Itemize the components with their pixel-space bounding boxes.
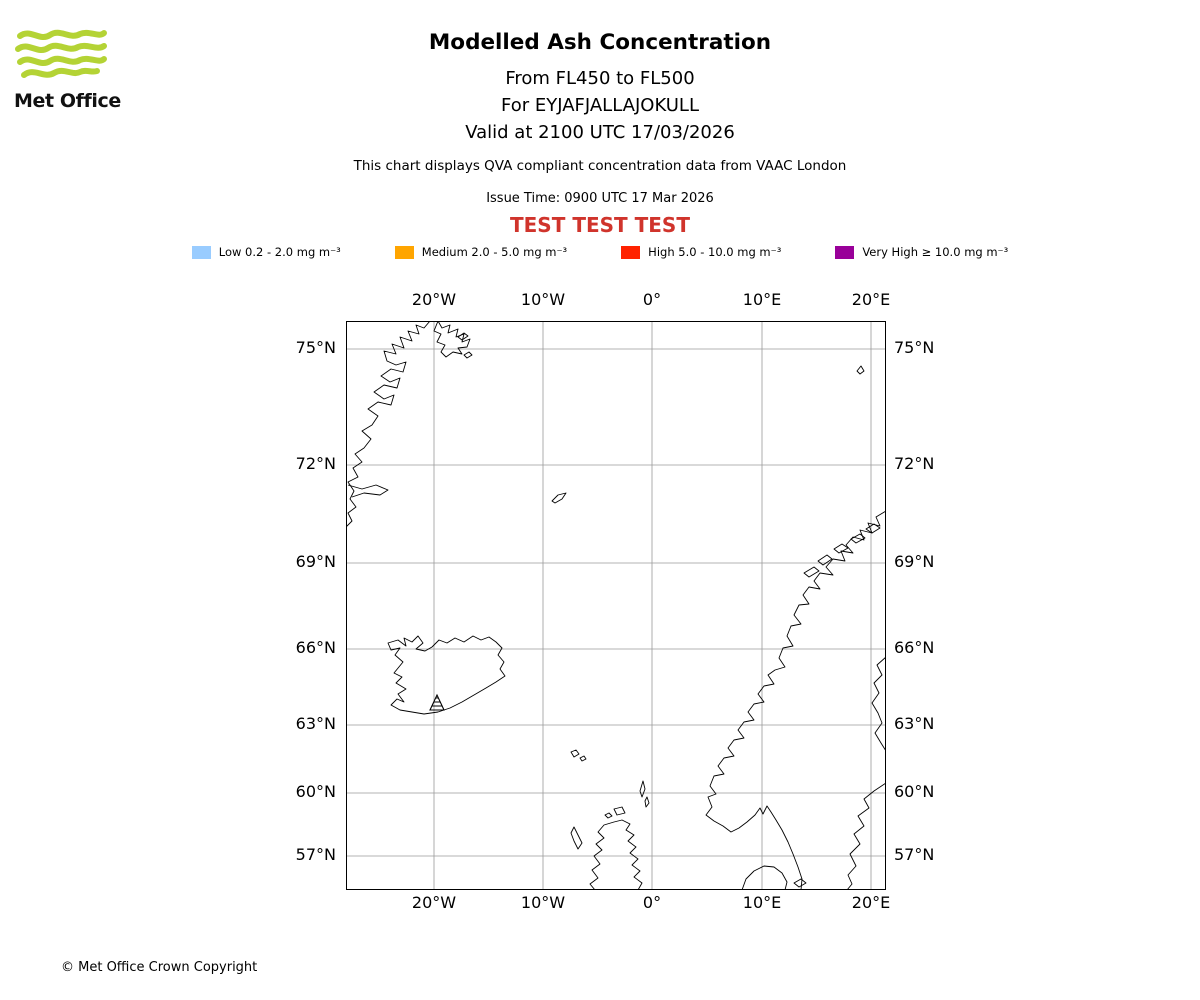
legend-label-low: Low 0.2 - 2.0 mg m⁻³: [218, 245, 341, 259]
grid-lines: [346, 321, 886, 890]
coastline-denmark: [741, 865, 807, 891]
met-office-wave-icon: [15, 29, 107, 78]
legend-swatch-low: [191, 245, 211, 259]
coastline-greenland-fjord: [347, 484, 389, 498]
legend-item-high: High 5.0 - 10.0 mg m⁻³: [621, 245, 781, 259]
legend-item-low: Low 0.2 - 2.0 mg m⁻³: [191, 245, 341, 259]
page-title: Modelled Ash Concentration: [428, 30, 772, 55]
coastline-scottish-isles: [570, 780, 650, 850]
lon-tick: 20°W: [411, 290, 457, 309]
lat-tick: 72°N: [894, 454, 935, 473]
legend-label-very-high: Very High ≥ 10.0 mg m⁻³: [862, 245, 1009, 259]
issue-time: Issue Time: 0900 UTC 17 Mar 2026: [486, 191, 714, 206]
met-office-logo: Met Office: [14, 26, 124, 112]
coastline-iceland: [387, 635, 506, 715]
lon-tick: 10°W: [520, 290, 566, 309]
lon-tick: 10°W: [520, 893, 566, 912]
lon-tick: 0°: [642, 893, 662, 912]
lat-tick: 69°N: [295, 552, 336, 571]
lon-tick: 0°: [642, 290, 662, 309]
flight-level-line: From FL450 to FL500: [505, 68, 695, 89]
lat-tick: 60°N: [295, 782, 336, 801]
legend-label-medium: Medium 2.0 - 5.0 mg m⁻³: [421, 245, 568, 259]
map-border: [346, 321, 886, 890]
coastline-baltic: [846, 782, 887, 891]
map-canvas: [345, 320, 887, 891]
legend: Low 0.2 - 2.0 mg m⁻³ Medium 2.0 - 5.0 mg…: [0, 245, 1200, 259]
lat-tick: 69°N: [894, 552, 935, 571]
chart-description: This chart displays QVA compliant concen…: [353, 158, 847, 174]
lon-tick: 20°E: [851, 290, 891, 309]
map-svg: [345, 320, 887, 891]
lat-tick: 75°N: [894, 338, 935, 357]
coastline-norway-islands: [803, 523, 881, 578]
coastline-greenland-islets: [457, 332, 473, 359]
coastline-scotland: [589, 819, 643, 891]
test-banner: TEST TEST TEST: [510, 213, 690, 237]
legend-swatch-very-high: [835, 245, 855, 259]
met-office-logo-text: Met Office: [14, 90, 121, 112]
volcano-icon: [429, 693, 445, 711]
coastline-faroes: [570, 749, 587, 762]
lon-tick: 10°E: [742, 290, 782, 309]
coastline-greenland-peninsula: [433, 320, 471, 358]
lon-tick: 20°W: [411, 893, 457, 912]
lon-tick: 10°E: [742, 893, 782, 912]
coastline-jan-mayen: [551, 492, 567, 504]
lat-tick: 57°N: [894, 845, 935, 864]
valid-time-line: Valid at 2100 UTC 17/03/2026: [465, 122, 735, 143]
lat-tick: 63°N: [894, 714, 935, 733]
lat-tick: 66°N: [894, 638, 935, 657]
legend-swatch-high: [621, 245, 641, 259]
legend-label-high: High 5.0 - 10.0 mg m⁻³: [648, 245, 782, 259]
lat-tick: 57°N: [295, 845, 336, 864]
coastline-bothnia: [871, 656, 887, 752]
lat-tick: 60°N: [894, 782, 935, 801]
legend-swatch-medium: [394, 245, 414, 259]
copyright-notice: © Met Office Crown Copyright: [61, 960, 258, 975]
legend-item-medium: Medium 2.0 - 5.0 mg m⁻³: [394, 245, 568, 259]
volcano-line: For EYJAFJALLAJOKULL: [501, 95, 699, 116]
lon-tick: 20°E: [851, 893, 891, 912]
lat-tick: 75°N: [295, 338, 336, 357]
coastline-greenland: [345, 320, 431, 528]
coastline-bear-island: [856, 365, 865, 375]
header: Modelled Ash Concentration From FL450 to…: [0, 30, 1200, 146]
lat-tick: 63°N: [295, 714, 336, 733]
legend-item-very-high: Very High ≥ 10.0 mg m⁻³: [835, 245, 1008, 259]
lat-tick: 72°N: [295, 454, 336, 473]
coastline-norway: [705, 510, 887, 891]
lat-tick: 66°N: [295, 638, 336, 657]
